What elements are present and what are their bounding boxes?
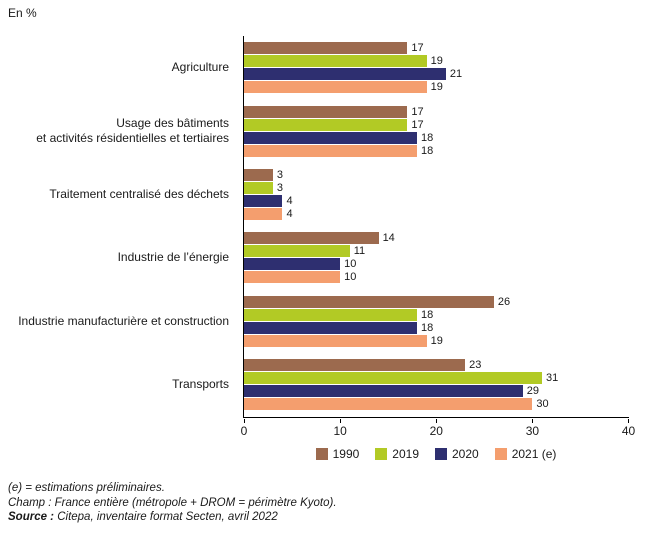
legend-swatch: [435, 448, 447, 460]
bar-value-label: 18: [421, 308, 434, 321]
category-label: Agriculture: [171, 60, 229, 75]
source-label: Source :: [8, 511, 55, 523]
bar-1990-group1: [244, 105, 408, 118]
bar-2021e-group1: [244, 144, 418, 157]
x-axis-tick: [628, 418, 629, 423]
bar-value-label: 14: [382, 232, 395, 245]
bar-2019-group2: [244, 182, 273, 195]
bar-value-label: 10: [344, 258, 357, 271]
bar-2020-group1: [244, 131, 418, 144]
bar-2020-group2: [244, 195, 283, 208]
category-label: Traitement centralisé des déchets: [49, 187, 229, 202]
legend: 1990 2019 2020 2021 (e): [243, 447, 629, 461]
legend-label: 1990: [332, 447, 360, 461]
bar-value-label: 10: [344, 271, 357, 284]
bar-1990-group0: [244, 42, 408, 55]
bar-value-label: 4: [286, 208, 293, 221]
bar-2020-group4: [244, 321, 418, 334]
bar-1990-group5: [244, 359, 466, 372]
bar-value-label: 18: [421, 131, 434, 144]
category-label: Industrie de l’énergie: [117, 250, 229, 265]
bar-1990-group3: [244, 232, 379, 245]
bar-2020-group0: [244, 68, 446, 81]
bar-value-label: 3: [276, 169, 283, 182]
bar-2019-group3: [244, 245, 350, 258]
bar-value-label: 31: [545, 372, 559, 385]
bar-value-label: 4: [286, 195, 293, 208]
bar-2021e-group5: [244, 398, 533, 411]
bar-2021e-group2: [244, 208, 283, 221]
bar-value-label: 19: [430, 334, 443, 347]
legend-swatch: [375, 448, 388, 460]
source-text: Citepa, inventaire format Secten, avril …: [54, 511, 278, 523]
bar-value-label: 21: [449, 68, 463, 81]
footnote-estimations: (e) = estimations préliminaires.: [8, 482, 165, 494]
category-label: Usage des bâtiments et activités résiden…: [36, 116, 229, 146]
bar-2019-group1: [244, 118, 408, 131]
legend-item: 1990: [315, 447, 360, 461]
bar-1990-group4: [244, 295, 494, 308]
legend-swatch: [315, 448, 328, 460]
category-label: Industrie manufacturière et construction: [18, 313, 229, 328]
footnotes: (e) = estimations préliminaires. Champ :…: [8, 481, 639, 525]
x-axis-tick: [531, 418, 533, 423]
bar-value-label: 30: [536, 398, 549, 411]
bar-value-label: 18: [421, 144, 434, 157]
bar-value-label: 18: [421, 321, 434, 334]
bar-value-label: 11: [353, 245, 366, 258]
bar-1990-group2: [244, 169, 273, 182]
legend-item: 2021 (e): [494, 447, 557, 461]
plot-area: 17 19 21 19 17 17 18 18 3 3 4 4 14 11 10 10 26 18 18 19 23 31…: [241, 36, 635, 438]
bar-value-label: 19: [430, 81, 443, 94]
bar-2019-group4: [244, 308, 418, 321]
legend-label: 2019: [392, 447, 419, 461]
legend-label: 2020: [452, 447, 479, 461]
legend-item: 2020: [435, 447, 479, 461]
chart-unit-label: En %: [8, 6, 37, 20]
footnote-champ: Champ : France entière (métropole + DROM…: [8, 496, 337, 509]
x-tick-label: 0: [240, 424, 248, 438]
bar-value-label: 29: [526, 385, 539, 398]
bar-2021e-group4: [244, 334, 427, 347]
legend-label: 2021 (e): [511, 447, 557, 461]
x-tick-label: 20: [429, 424, 443, 438]
bar-2020-group5: [244, 385, 523, 398]
bar-value-label: 3: [276, 182, 283, 195]
bar-2021e-group0: [244, 81, 427, 94]
footnote-source: Source : Citepa, inventaire format Secte…: [8, 510, 639, 525]
bar-2021e-group3: [244, 271, 341, 284]
x-tick-label: 10: [333, 424, 347, 438]
bar-2019-group5: [244, 372, 542, 385]
bar-value-label: 17: [411, 118, 424, 131]
category-label: Transports: [172, 377, 229, 392]
bar-value-label: 19: [430, 55, 443, 68]
legend-item: 2019: [375, 447, 419, 461]
x-tick-label: 30: [525, 424, 540, 438]
bar-value-label: 23: [469, 359, 482, 372]
bar-2020-group3: [244, 258, 341, 271]
category-axis-labels: Agriculture Usage des bâtiments et activi…: [0, 36, 236, 418]
x-tick-label: 40: [621, 424, 636, 438]
x-axis-tick: [339, 418, 341, 423]
bar-value-label: 17: [411, 42, 424, 55]
legend-swatch: [494, 448, 507, 460]
bar-2019-group0: [244, 55, 427, 68]
x-axis-tick: [435, 418, 437, 423]
bar-value-label: 26: [497, 295, 511, 308]
bar-value-label: 17: [411, 105, 424, 118]
x-axis-tick: [243, 418, 245, 423]
